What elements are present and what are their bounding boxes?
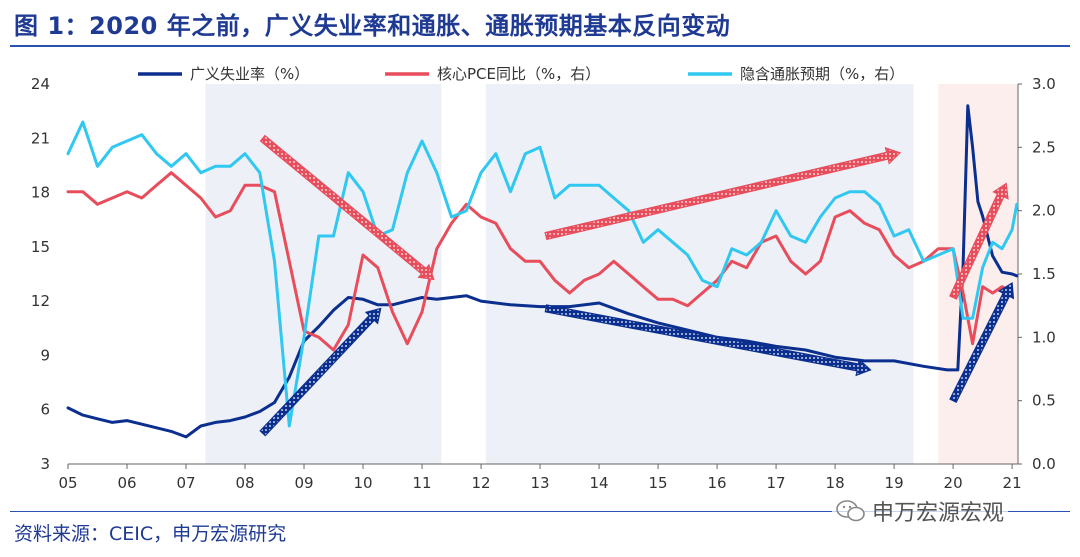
- legend-entry: 广义失业率（%）: [190, 65, 309, 83]
- line-unemployment: [66, 104, 1019, 439]
- x-tick-label: 10: [353, 474, 372, 492]
- x-tick-label: 21: [1003, 474, 1022, 492]
- right-tick-label: 1.0: [1032, 328, 1056, 346]
- wechat-icon: [836, 500, 865, 522]
- x-tick-label: 16: [708, 474, 727, 492]
- trend-arrow-blue-5: [949, 281, 1015, 404]
- watermark: 申万宏源宏观: [832, 494, 1009, 528]
- axes: 05 06 07 08 09 10 11 12 13 14 15 16 17 18 19 20 21 3 6 9 12 1…: [31, 75, 1056, 492]
- source-note: 资料来源：CEIC，申万宏源研究: [14, 523, 287, 545]
- right-tick-label: 2.0: [1032, 202, 1056, 220]
- left-tick-label: 9: [40, 346, 50, 364]
- x-tick-label: 12: [471, 474, 490, 492]
- series-lines: [66, 104, 1019, 439]
- x-tick-label: 08: [235, 474, 254, 492]
- shaded-periods: [205, 84, 1018, 464]
- left-tick-label: 3: [40, 455, 50, 473]
- x-tick-label: 18: [826, 474, 845, 492]
- left-tick-label: 15: [31, 238, 50, 256]
- trend-arrow-blue-1: [259, 307, 382, 437]
- trend-arrow-red-4: [949, 182, 1009, 300]
- x-tick-label: 13: [531, 474, 550, 492]
- line-inflation-expectation: [66, 120, 1019, 428]
- trend-arrow-blue-3: [544, 304, 872, 377]
- x-tick-label: 15: [649, 474, 668, 492]
- page-title: 图 1：2020 年之前，广义失业率和通胀、通胀预期基本反向变动: [14, 12, 731, 40]
- watermark-text: 申万宏源宏观: [872, 501, 1005, 526]
- x-tick-label: 05: [58, 474, 77, 492]
- x-tick-label: 07: [176, 474, 195, 492]
- x-tick-label: 06: [117, 474, 136, 492]
- x-tick-label: 09: [294, 474, 313, 492]
- footer-divider: [10, 511, 1070, 512]
- x-tick-label: 11: [412, 474, 431, 492]
- left-tick-label: 18: [31, 184, 50, 202]
- trend-arrows: [259, 134, 1015, 437]
- trend-arrow-red-2: [544, 146, 902, 241]
- x-tick-label: 20: [944, 474, 963, 492]
- left-tick-label: 6: [40, 401, 50, 419]
- left-tick-label: 21: [31, 129, 50, 147]
- right-tick-label: 2.5: [1032, 138, 1056, 156]
- legend-entry: 隐含通胀预期（%，右）: [740, 65, 904, 83]
- legend: 广义失业率（%） 核心PCE同比（%，右） 隐含通胀预期（%，右）: [138, 65, 904, 83]
- title-divider: [10, 45, 1070, 47]
- left-tick-label: 24: [31, 75, 50, 93]
- right-tick-label: 0.5: [1032, 392, 1056, 410]
- left-tick-label: 12: [31, 292, 50, 310]
- line-core-pce: [66, 171, 1014, 352]
- right-tick-label: 1.5: [1032, 265, 1056, 283]
- shaded-period-0: [205, 84, 442, 464]
- x-tick-label: 14: [590, 474, 609, 492]
- x-tick-label: 19: [885, 474, 904, 492]
- right-tick-label: 0.0: [1032, 455, 1056, 473]
- right-tick-label: 3.0: [1032, 75, 1056, 93]
- legend-entry: 核心PCE同比（%，右）: [437, 65, 600, 83]
- x-tick-label: 17: [767, 474, 786, 492]
- trend-arrow-red-0: [259, 134, 435, 281]
